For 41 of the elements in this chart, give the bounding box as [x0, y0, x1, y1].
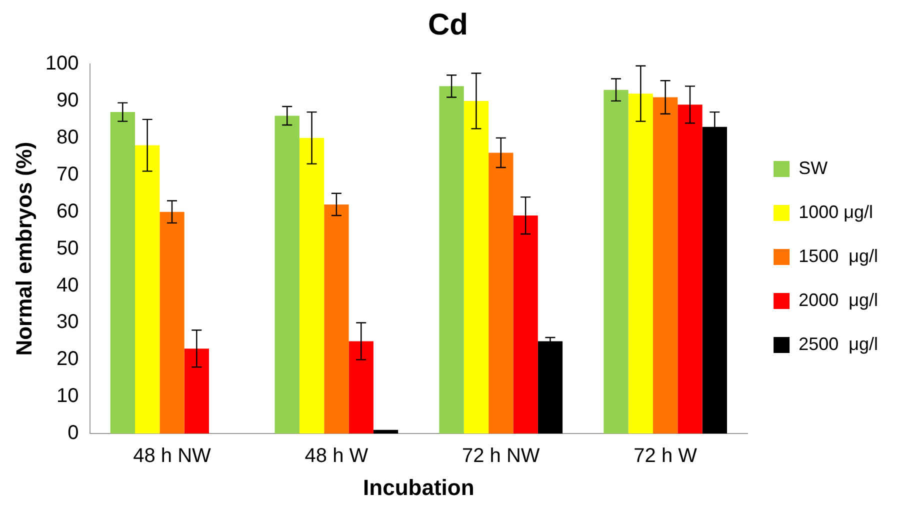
- legend-label: SW: [798, 158, 828, 178]
- bar: [653, 97, 678, 434]
- bar: [348, 341, 374, 434]
- bar: [299, 138, 324, 434]
- x-tick-label: 72 h W: [634, 445, 698, 468]
- bar: [324, 204, 349, 434]
- y-tick-label: 20: [56, 348, 79, 370]
- bar: [513, 216, 538, 434]
- y-tick-label: 0: [68, 422, 79, 444]
- x-tick-label: 48 h W: [304, 445, 368, 468]
- y-tick-label: 40: [56, 274, 79, 296]
- legend-label: 1500 μg/l: [798, 246, 878, 266]
- chart-title: Cd: [428, 8, 468, 42]
- x-tick-label: 72 h NW: [462, 445, 540, 468]
- bar: [678, 104, 702, 434]
- legend-label: 1000 μg/l: [798, 202, 874, 222]
- x-axis-title: Incubation: [363, 474, 474, 500]
- bar: [274, 116, 300, 434]
- bar: [538, 341, 563, 434]
- bar: [184, 348, 209, 434]
- y-tick-label: 80: [56, 126, 79, 148]
- bar: [110, 112, 135, 434]
- bar: [464, 100, 489, 434]
- legend-label: 2500 μg/l: [798, 334, 878, 354]
- y-tick-label: 100: [45, 52, 79, 75]
- y-tick-label: 90: [56, 89, 79, 112]
- bar: [439, 86, 464, 434]
- bar: [604, 90, 628, 434]
- y-tick-label: 70: [56, 163, 79, 186]
- y-tick-label: 50: [56, 237, 79, 260]
- y-axis-title: Normal embryos (%): [11, 142, 36, 356]
- bar: [373, 430, 398, 434]
- bar: [488, 152, 514, 434]
- bar: [160, 212, 184, 434]
- bar: [628, 94, 654, 434]
- y-tick-label: 30: [56, 311, 79, 334]
- bar: [134, 145, 160, 434]
- legend-label: 2000 μg/l: [798, 290, 878, 310]
- x-tick-label: 48 h NW: [133, 445, 212, 468]
- y-tick-label: 10: [56, 385, 79, 408]
- y-tick-label: 60: [56, 200, 79, 222]
